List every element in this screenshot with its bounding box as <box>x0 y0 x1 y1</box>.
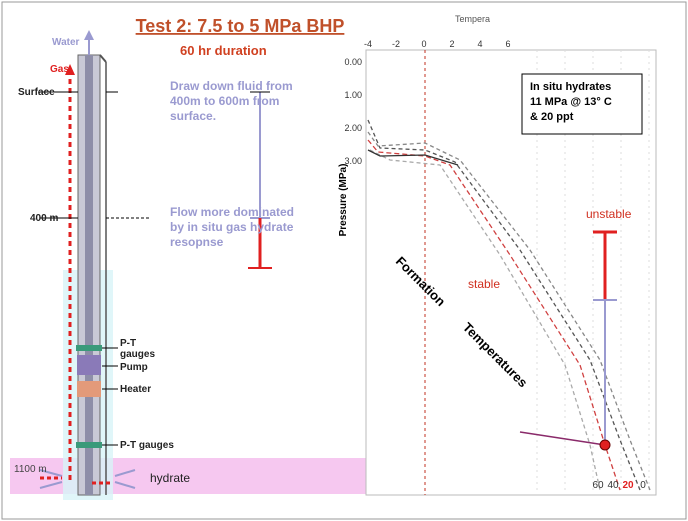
inflow-arrows <box>39 469 136 489</box>
hydrate-label: hydrate <box>150 471 190 485</box>
water-label: Water <box>52 37 80 48</box>
title: Test 2: 7.5 to 5 MPa BHP <box>136 16 345 36</box>
gauge-label: P-T gauges <box>120 338 155 360</box>
grid <box>536 50 650 495</box>
pipe-top <box>99 54 107 63</box>
heater-label: Heater <box>120 384 151 395</box>
depth-label: 400 m <box>30 213 58 224</box>
bottom-tick-label: 20 <box>622 480 634 491</box>
surface-label: Surface <box>18 87 55 98</box>
pump <box>77 355 101 375</box>
bottom-tick-label: 0 <box>640 480 646 491</box>
hydrate-box-text: In situ hydrates 11 MPa @ 13° C & 20 ppt <box>530 81 612 123</box>
gas-label: Gas <box>50 64 69 75</box>
ticks: -4 -2 0 2 4 6 0.00 1.00 2.00 3.00 60 40 20 0 <box>344 39 646 491</box>
y-tick-label: 0.00 <box>344 57 362 67</box>
pump-label: Pump <box>120 362 148 373</box>
x-axis-label: Tempera <box>455 14 490 24</box>
y-tick-label: 2.00 <box>344 123 362 133</box>
heater <box>77 381 101 397</box>
gauge-lower <box>76 442 102 448</box>
gauge-upper <box>76 345 102 351</box>
hydrate-point <box>599 439 611 451</box>
curves <box>367 119 651 491</box>
tubing <box>85 55 93 495</box>
stable-label: stable <box>468 277 500 291</box>
hydrate-line <box>519 431 606 446</box>
x-tick-label: -2 <box>392 39 400 49</box>
x-tick-label: 0 <box>421 39 426 49</box>
gas-inflow <box>40 476 110 485</box>
hydrate-box <box>521 73 643 135</box>
depth-label: 1100 m <box>14 464 47 475</box>
x-tick-label: 6 <box>505 39 510 49</box>
flow-note: Flow more dominated by in situ gas hydrat… <box>170 205 294 249</box>
water-arrow-head <box>84 30 94 40</box>
y-axis-label: Pressure (MPa) <box>338 164 349 237</box>
duration: 60 hr duration <box>180 43 267 58</box>
x-tick-label: -4 <box>364 39 372 49</box>
gauge-label: P-T gauges <box>120 440 174 451</box>
bottom-tick-label: 60 <box>592 480 604 491</box>
drawdown-note: Draw down fluid from 400m to 600m from sur… <box>170 79 293 123</box>
y-tick-label: 3.00 <box>344 156 362 166</box>
x-tick-label: 2 <box>449 39 454 49</box>
bottom-tick-label: 40 <box>607 480 619 491</box>
y-tick-label: 1.00 <box>344 90 362 100</box>
unstable-label: unstable <box>586 207 632 221</box>
x-tick-label: 4 <box>477 39 482 49</box>
gas-arrow-head <box>65 64 75 75</box>
